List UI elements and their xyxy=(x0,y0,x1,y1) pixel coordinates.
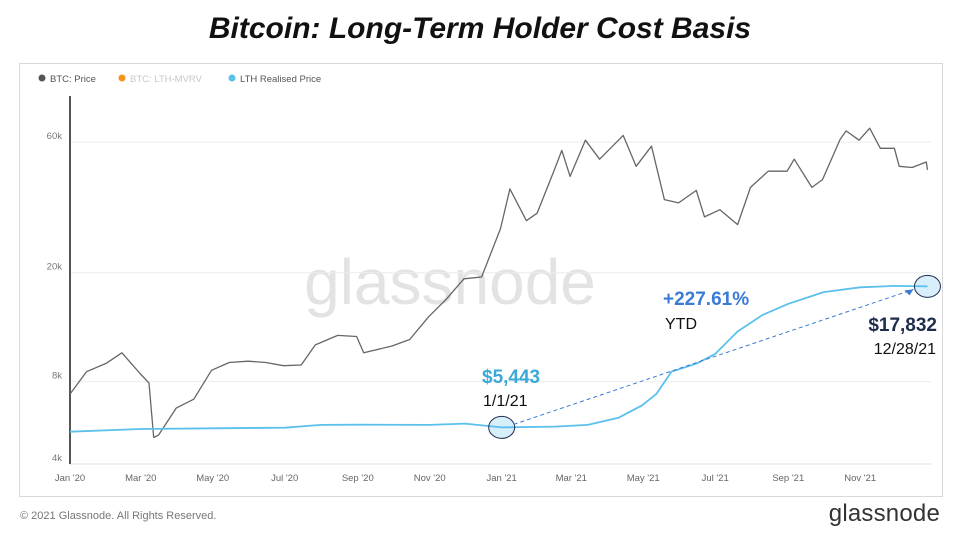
x-tick-label: Nov '21 xyxy=(844,473,876,484)
watermark: glassnode xyxy=(304,246,596,318)
x-tick-label: Sep '20 xyxy=(342,473,374,484)
lth-realised-price-line xyxy=(69,285,928,433)
start-point-marker xyxy=(488,415,516,439)
legend-dot xyxy=(228,74,236,82)
legend: BTC: Price BTC: LTH-MVRV LTH Realised Pric… xyxy=(38,74,321,85)
x-tick-label: Jan '20 xyxy=(55,473,85,484)
x-tick-label: Jul '21 xyxy=(702,473,729,484)
arrow-head xyxy=(904,289,914,296)
x-tick-label: Jul '20 xyxy=(271,473,298,484)
x-tick-label: Mar '20 xyxy=(125,473,156,484)
x-tick-label: Nov '20 xyxy=(414,473,446,484)
y-tick-label: 20k xyxy=(47,262,63,273)
x-tick-label: Mar '21 xyxy=(556,473,587,484)
y-tick-label: 8k xyxy=(52,371,62,382)
end-point-marker xyxy=(913,274,941,298)
end-date-label: 12/28/21 xyxy=(874,341,936,358)
end-value-label: $17,832 xyxy=(868,315,937,336)
x-tick-label: May '20 xyxy=(196,473,229,484)
start-date-label: 1/1/21 xyxy=(483,393,528,410)
y-tick-label: 60k xyxy=(47,131,63,142)
start-value-label: $5,443 xyxy=(482,367,540,388)
chart-title: Bitcoin: Long-Term Holder Cost Basis xyxy=(208,12,752,45)
chart-svg: BTC: Price BTC: LTH-MVRV LTH Realised Pric… xyxy=(38,74,941,484)
chart-panel: BTC: Price BTC: LTH-MVRV LTH Realised Pric… xyxy=(19,63,943,497)
copyright-text: © 2021 Glassnode. All Rights Reserved. xyxy=(20,510,217,522)
x-tick-label: May '21 xyxy=(627,473,660,484)
x-tick-label: Jan '21 xyxy=(487,473,517,484)
ytd-text-label: YTD xyxy=(665,316,697,333)
legend-label: LTH Realised Price xyxy=(240,74,321,85)
legend-dot xyxy=(38,74,46,82)
y-tick-label: 4k xyxy=(52,453,62,464)
btc-price-line xyxy=(69,127,929,439)
series-layer xyxy=(69,96,929,464)
y-axis: 4k 8k 20k 60k xyxy=(47,131,63,464)
ytd-change-label: +227.61% xyxy=(663,289,749,310)
glassnode-logo: glassnode xyxy=(828,500,940,527)
x-axis: Jan '20 Mar '20 May '20 Jul '20 Sep '20 Nov '… xyxy=(55,463,931,484)
x-tick-label: Sep '21 xyxy=(772,473,804,484)
legend-dot xyxy=(118,74,126,82)
annotations: $5,443 1/1/21 +227.61% YTD $17,832 12/28/21 xyxy=(482,274,941,439)
legend-label: BTC: LTH-MVRV xyxy=(130,74,203,85)
trend-arrow xyxy=(513,288,914,425)
legend-label: BTC: Price xyxy=(50,74,96,85)
